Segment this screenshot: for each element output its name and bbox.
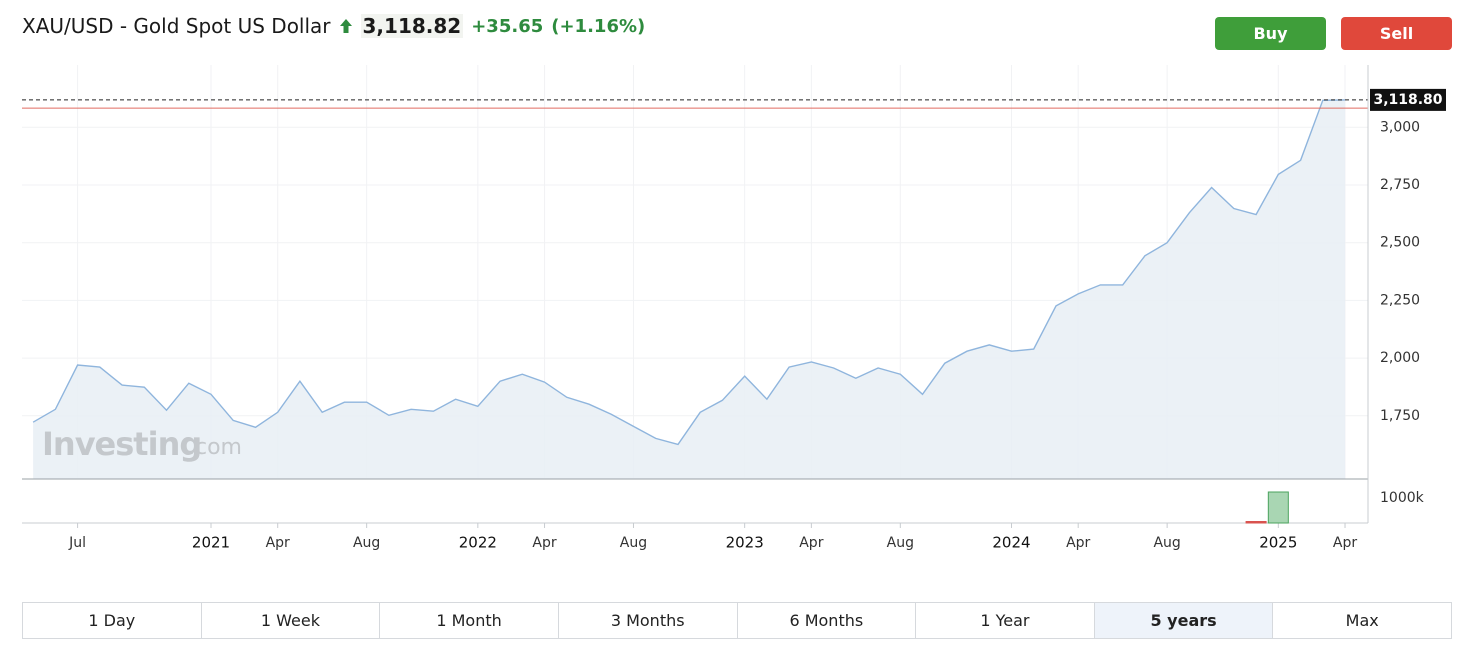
range-tab[interactable]: 1 Month <box>380 603 559 638</box>
price-line <box>32 99 1346 446</box>
x-tick-label: 2022 <box>459 534 497 552</box>
header: XAU/USD - Gold Spot US Dollar 3,118.82 +… <box>22 14 645 38</box>
x-tick-label: 2023 <box>726 534 764 552</box>
y-tick-label: 1,750 <box>1380 408 1420 424</box>
x-tick-label: 2025 <box>1259 534 1297 552</box>
price: 3,118.82 <box>360 14 464 38</box>
x-tick-label: Aug <box>353 535 380 551</box>
x-tick-label: 2024 <box>992 534 1030 552</box>
chart: 1,750 2,000 2,250 2,500 2,750 3,000 Jul 2021 Apr… <box>22 65 1446 552</box>
range-tab[interactable]: 3 Months <box>559 603 738 638</box>
last-price-label: 3,118.80 <box>1373 92 1442 108</box>
instrument-title: XAU/USD - Gold Spot US Dollar <box>22 14 331 38</box>
x-tick-label: Jul <box>68 535 86 551</box>
range-tab[interactable]: 1 Week <box>202 603 381 638</box>
x-tick-label: 2021 <box>192 534 230 552</box>
watermark-suffix: .com <box>188 435 242 460</box>
x-tick-label: Aug <box>620 535 647 551</box>
y-tick-label: 3,000 <box>1380 119 1420 135</box>
watermark: Investing <box>42 425 201 463</box>
x-tick-label: Aug <box>1153 535 1180 551</box>
y-tick-label: 2,750 <box>1380 177 1420 193</box>
range-tabs: 1 Day 1 Week 1 Month 3 Months 6 Months 1 Year… <box>22 602 1452 639</box>
last-price-box <box>1370 88 1446 111</box>
range-tab[interactable]: 1 Day <box>23 603 202 638</box>
x-tick-label: Apr <box>1333 535 1357 551</box>
price-area <box>33 99 1346 480</box>
x-tick-label: Aug <box>887 535 914 551</box>
range-tab[interactable]: 6 Months <box>738 603 917 638</box>
y-tick-label: 2,500 <box>1380 235 1420 251</box>
up-arrow <box>339 19 352 33</box>
y-tick-label: 2,000 <box>1380 350 1420 366</box>
price-change-percent: (+1.16%) <box>551 15 646 37</box>
price-change: +35.65 <box>471 15 544 37</box>
x-tick-label: Apr <box>266 535 290 551</box>
buy-button[interactable]: Buy <box>1215 17 1326 50</box>
y-tick-label: 2,250 <box>1380 292 1420 308</box>
range-tab[interactable]: Max <box>1345 611 1379 630</box>
range-tab[interactable]: 1 Year <box>916 603 1095 638</box>
volume-tick-label: 1000k <box>1380 490 1425 506</box>
sell-button[interactable]: Sell <box>1341 17 1452 50</box>
x-tick-label: Apr <box>799 535 823 551</box>
volume-bar <box>1245 521 1267 524</box>
range-tab[interactable]: 5 years <box>1094 603 1274 638</box>
x-tick-label: Apr <box>532 535 556 551</box>
x-tick-label: Apr <box>1066 535 1090 551</box>
volume-bar <box>1267 491 1289 524</box>
